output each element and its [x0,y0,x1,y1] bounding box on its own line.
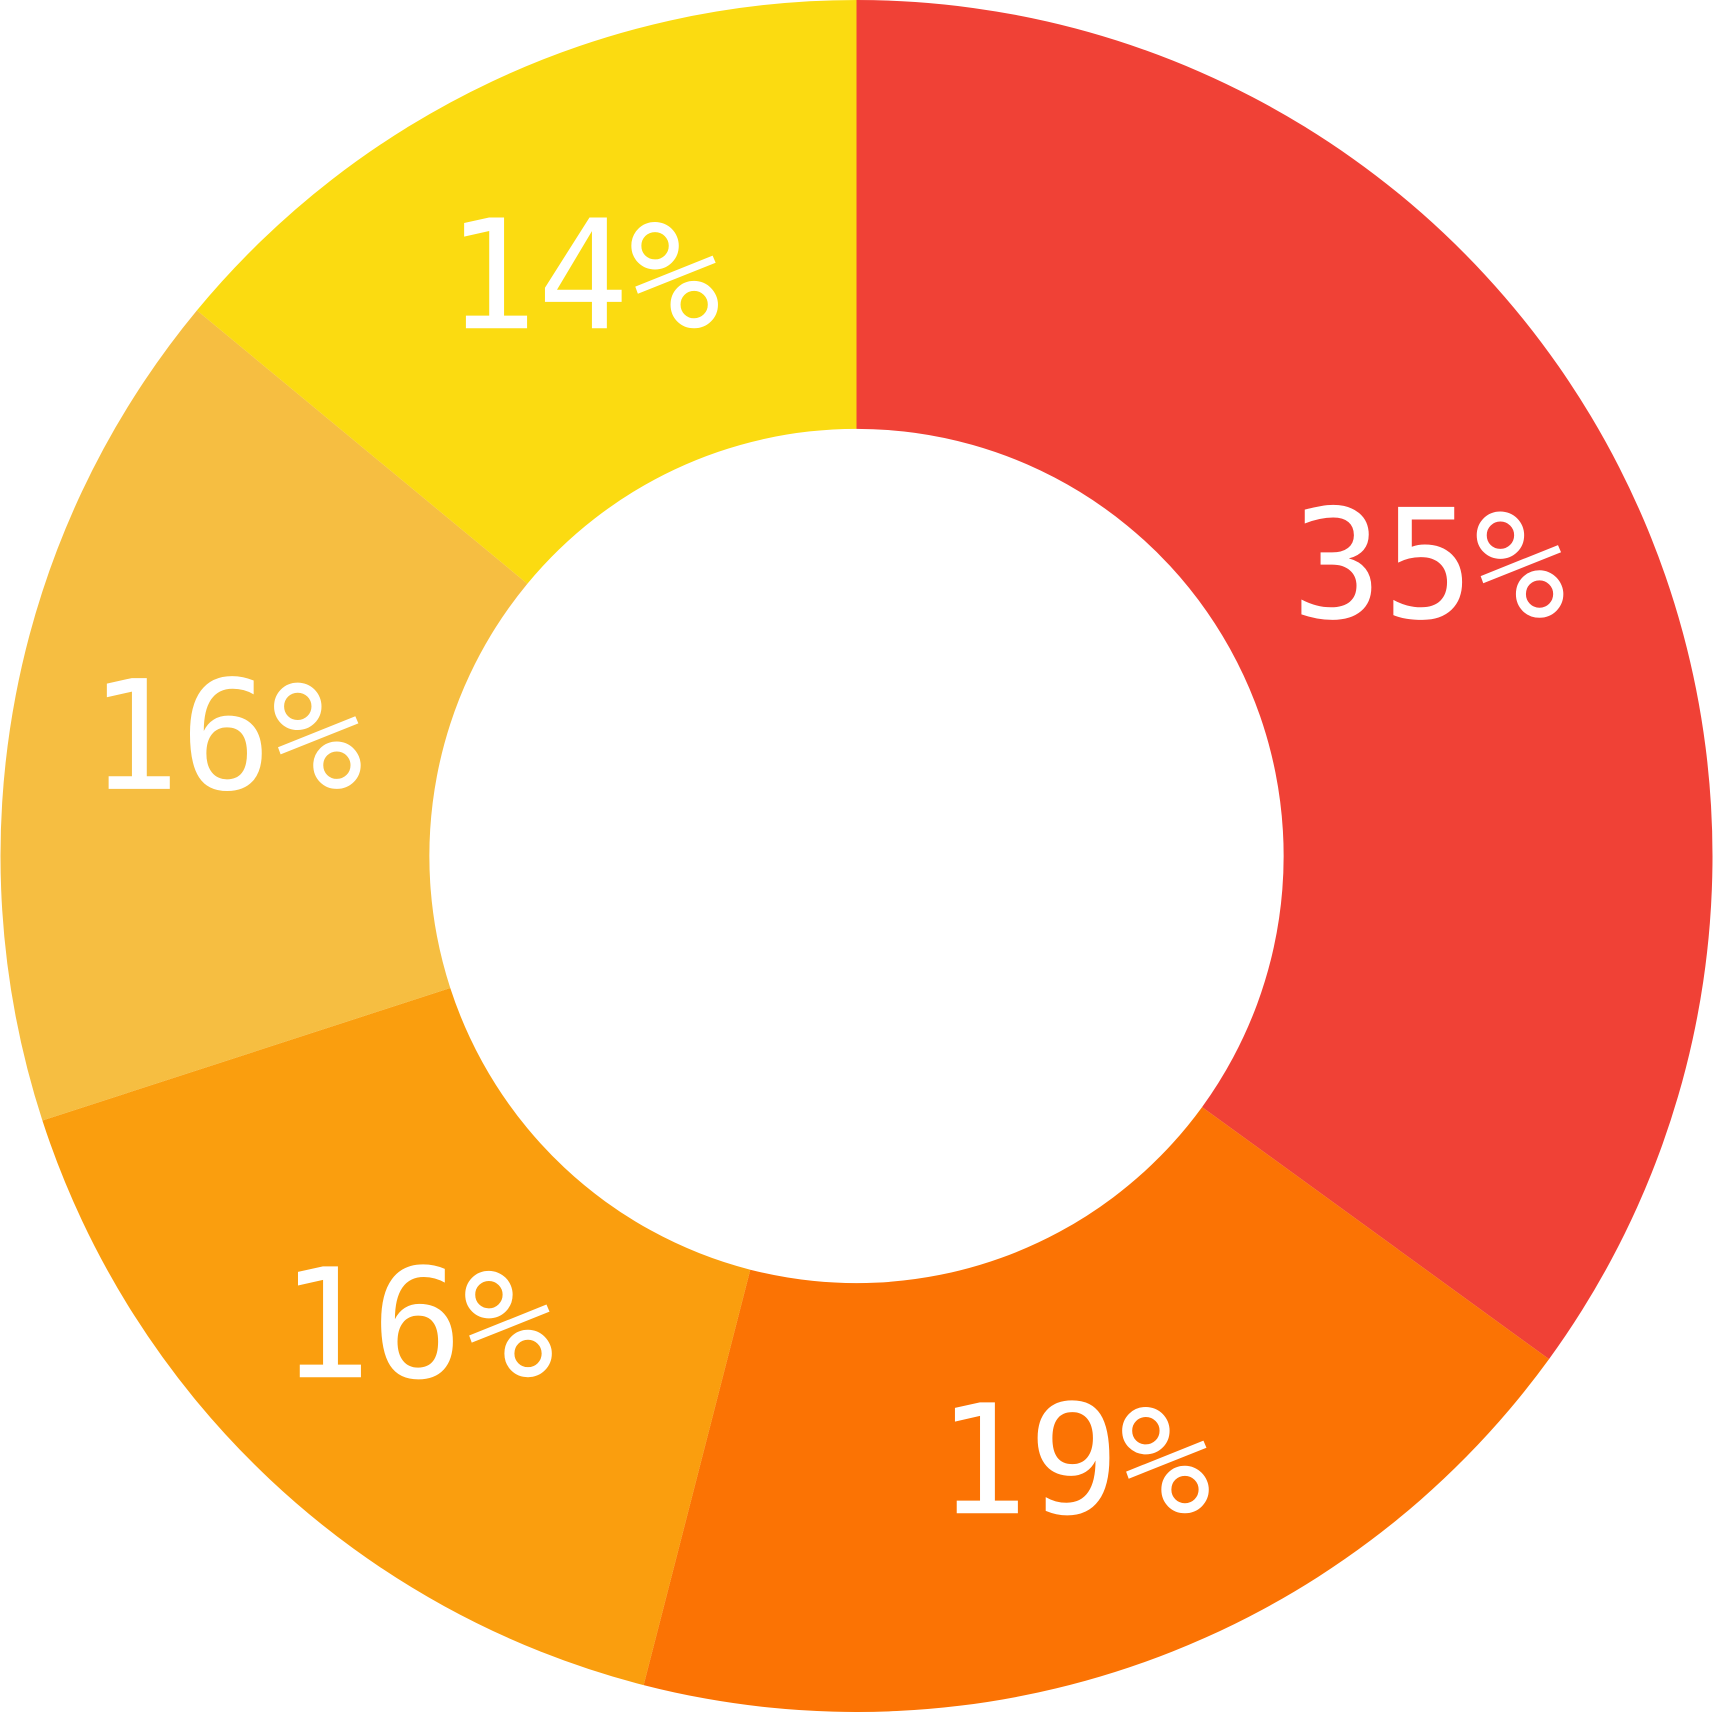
donut-segment-label-4: 16% [89,648,364,825]
donut-segment-3 [42,987,751,1686]
donut-segment-1 [856,0,1713,1360]
donut-segment-label-5: 14% [446,187,721,364]
donut-segment-5 [196,0,857,584]
donut-segment-label-2: 19% [937,1372,1212,1549]
donut-segment-4 [0,310,528,1121]
donut-segment-2 [643,1107,1550,1712]
donut-segment-label-1: 35% [1291,477,1566,654]
donut-segment-label-3: 16% [280,1236,555,1413]
